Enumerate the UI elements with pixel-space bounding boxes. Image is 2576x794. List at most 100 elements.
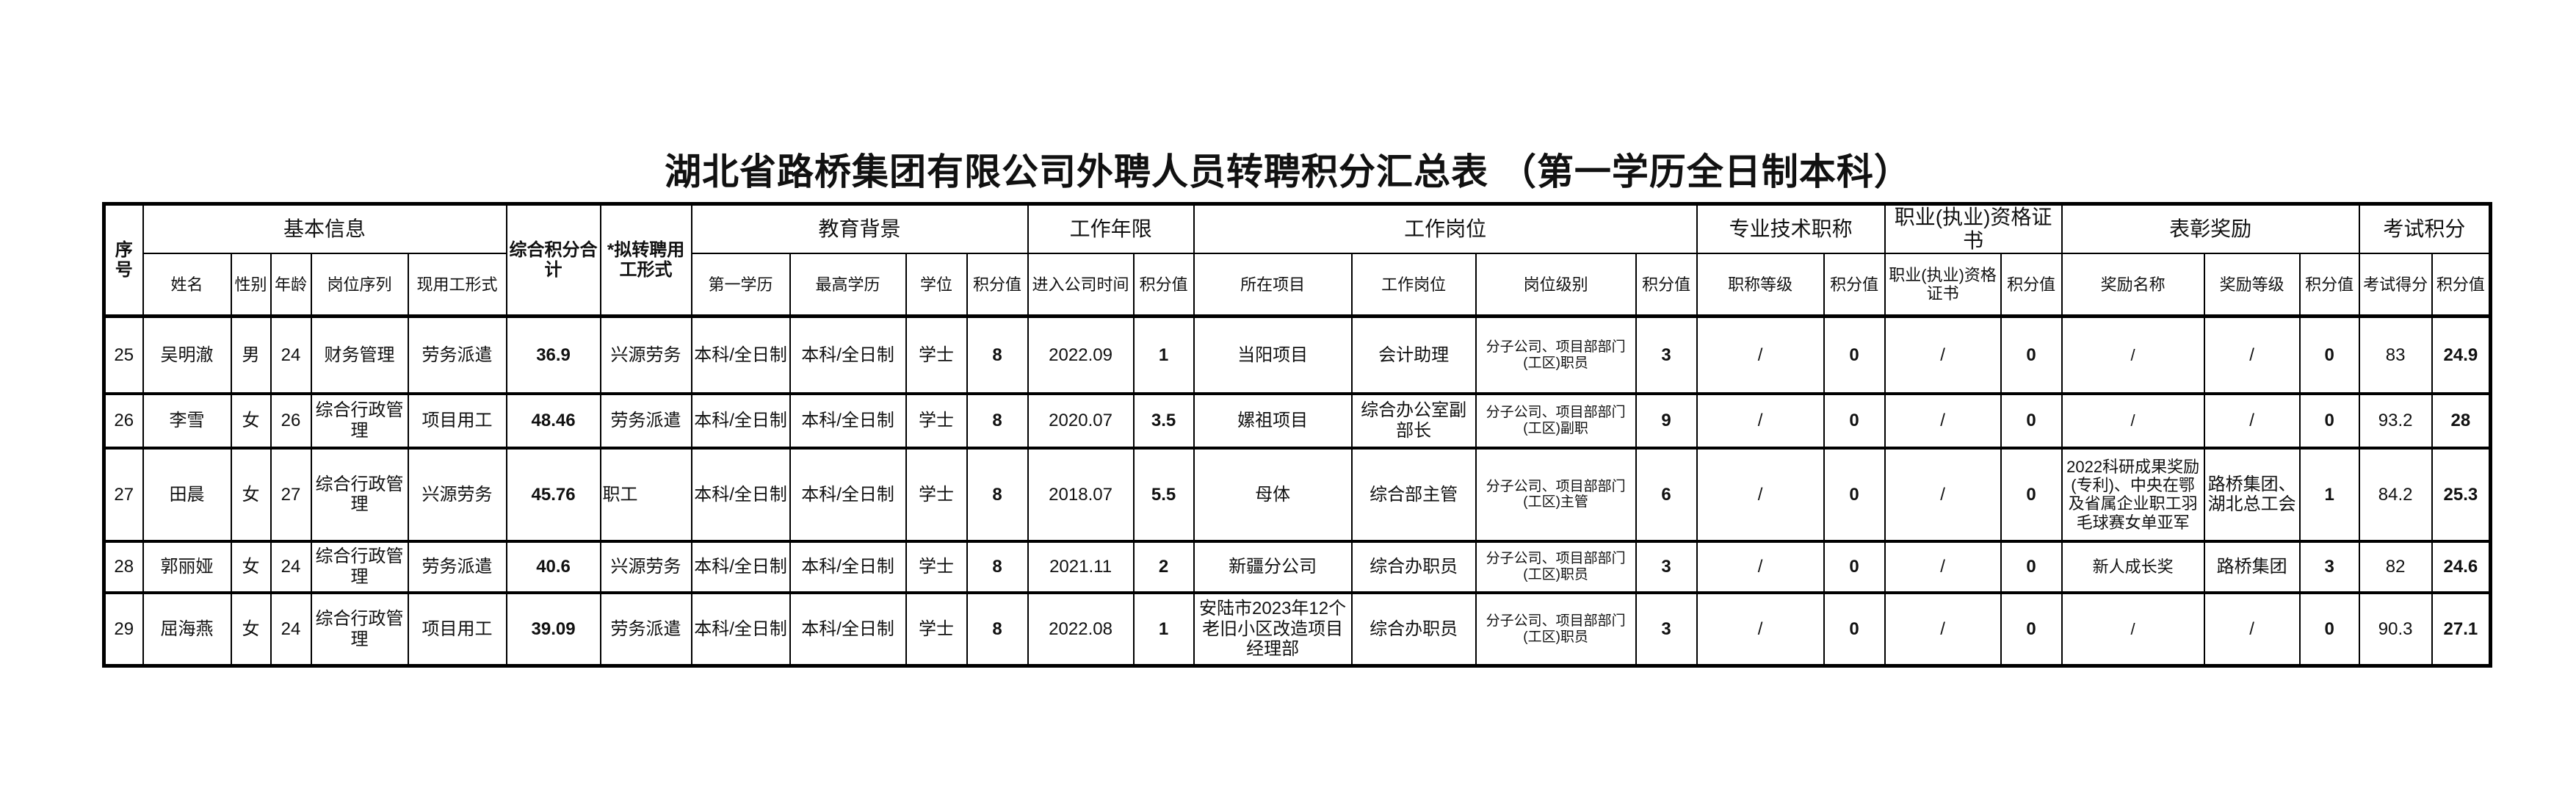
- table-cell: 24: [269, 540, 312, 593]
- table-cell: /: [1696, 591, 1825, 667]
- table-cell: 90.3: [2358, 591, 2433, 667]
- table-cell: /: [1884, 392, 2002, 449]
- table-cell: 8: [966, 540, 1029, 593]
- table-cell: 0: [1823, 447, 1886, 542]
- table-cell: 兴源劳务: [407, 447, 507, 542]
- column-header: 岗位序列: [310, 253, 409, 317]
- column-header: 性别: [230, 253, 272, 317]
- table-cell: 29: [103, 591, 144, 667]
- table-cell: 职工: [599, 447, 692, 542]
- column-header: 奖励等级: [2203, 253, 2301, 317]
- table-row: 28 郭丽娅女 24 综合行政管理 劳务派遣 40.6 兴源劳务 本科/全日制 本科/全日制 学士…: [103, 540, 2492, 593]
- table-cell: 36.9: [505, 315, 601, 394]
- table-cell: 男: [230, 315, 272, 394]
- table-cell: 本科/全日制: [789, 540, 907, 593]
- table-cell: 0: [2000, 447, 2063, 542]
- column-header: 姓名: [142, 253, 232, 317]
- column-header: 积分值: [966, 253, 1029, 317]
- table-cell: 安陆市2023年12个老旧小区改造项目经理部: [1193, 591, 1353, 667]
- table-cell: 3: [2298, 540, 2360, 593]
- table-cell: 93.2: [2358, 392, 2433, 449]
- table-cell: 本科/全日制: [789, 447, 907, 542]
- table-cell: 0: [2000, 591, 2063, 667]
- table-cell: 学士: [905, 447, 968, 542]
- table-cell: /: [1696, 315, 1825, 394]
- table-row: 27 田晨女 27 综合行政管理 兴源劳务 45.76 职工 本科/全日制 本科/全日制 学士 8 2…: [103, 447, 2492, 542]
- table-cell: 女: [230, 447, 272, 542]
- table-cell: 26: [103, 392, 144, 449]
- table-cell: 8: [966, 315, 1029, 394]
- table-cell: /: [1884, 540, 2002, 593]
- table-cell: 1: [1132, 591, 1195, 667]
- table-cell: 2: [1132, 540, 1195, 593]
- table-cell: /: [2061, 315, 2205, 394]
- table-cell: 2022.09: [1027, 315, 1135, 394]
- column-header: 最高学历: [789, 253, 907, 317]
- table-cell: 分子公司、项目部部门(工区)职员: [1475, 540, 1637, 593]
- table-cell: 48.46: [505, 392, 601, 449]
- header-group: 工作年限: [1027, 203, 1195, 255]
- table-cell: 9: [1635, 392, 1698, 449]
- column-header: 积分值: [2000, 253, 2063, 317]
- table-cell: 本科/全日制: [690, 591, 791, 667]
- table-cell: 2022科研成果奖励(专利)、中央在鄂及省属企业职工羽毛球赛女单亚军: [2061, 447, 2205, 542]
- header-group: 序号: [103, 203, 144, 317]
- table-cell: 27: [103, 447, 144, 542]
- page-title: 湖北省路桥集团有限公司外聘人员转聘积分汇总表 （第一学历全日制本科）: [665, 151, 1911, 192]
- table-cell: /: [1884, 315, 2002, 394]
- header-group: 专业技术职称: [1696, 203, 1886, 255]
- table-cell: 8: [966, 591, 1029, 667]
- header-group: *拟转聘用工形式: [599, 203, 692, 317]
- column-header: 积分值: [2431, 253, 2492, 317]
- table-cell: /: [1884, 591, 2002, 667]
- table-cell: 2018.07: [1027, 447, 1135, 542]
- table-cell: 项目用工: [407, 591, 507, 667]
- table-cell: /: [1696, 540, 1825, 593]
- table-cell: 女: [230, 540, 272, 593]
- column-header: 奖励名称: [2061, 253, 2205, 317]
- table-cell: 会计助理: [1350, 315, 1477, 394]
- table-cell: 吴明澈: [142, 315, 232, 394]
- table-cell: 0: [1823, 315, 1886, 394]
- table-cell: 分子公司、项目部部门(工区)副职: [1475, 392, 1637, 449]
- table-cell: 路桥集团: [2203, 540, 2301, 593]
- table-cell: 0: [2298, 591, 2360, 667]
- table-cell: 本科/全日制: [690, 540, 791, 593]
- header-group: 基本信息: [142, 203, 507, 255]
- table-cell: 39.09: [505, 591, 601, 667]
- table-cell: 郭丽娅: [142, 540, 232, 593]
- table-cell: 劳务派遣: [407, 540, 507, 593]
- table-cell: 新疆分公司: [1193, 540, 1353, 593]
- column-header: 学位: [905, 253, 968, 317]
- table-cell: 综合部主管: [1350, 447, 1477, 542]
- column-header: 积分值: [1132, 253, 1195, 317]
- table-cell: 45.76: [505, 447, 601, 542]
- header-group: 工作岗位: [1193, 203, 1698, 255]
- table-cell: 28: [2431, 392, 2492, 449]
- table-cell: 本科/全日制: [789, 392, 907, 449]
- column-header: 所在项目: [1193, 253, 1353, 317]
- table-cell: 本科/全日制: [690, 315, 791, 394]
- table-cell: 项目用工: [407, 392, 507, 449]
- table-cell: 分子公司、项目部部门(工区)职员: [1475, 315, 1637, 394]
- table-cell: 24: [269, 591, 312, 667]
- table-cell: 综合办职员: [1350, 591, 1477, 667]
- header-group: 综合积分合计: [505, 203, 601, 317]
- column-header: 积分值: [2298, 253, 2360, 317]
- table-cell: 分子公司、项目部部门(工区)职员: [1475, 591, 1637, 667]
- table-cell: 综合行政管理: [310, 591, 409, 667]
- table-cell: 嫘祖项目: [1193, 392, 1353, 449]
- table-cell: 25.3: [2431, 447, 2492, 542]
- table-cell: /: [2203, 392, 2301, 449]
- table-cell: 27: [269, 447, 312, 542]
- table-cell: 8: [966, 447, 1029, 542]
- column-header: 积分值: [1635, 253, 1698, 317]
- table-cell: 3.5: [1132, 392, 1195, 449]
- table-cell: 女: [230, 392, 272, 449]
- table-cell: 本科/全日制: [789, 591, 907, 667]
- table-cell: 学士: [905, 392, 968, 449]
- table-cell: 新人成长奖: [2061, 540, 2205, 593]
- table-row: 25 吴明澈男 24 财务管理 劳务派遣 36.9 兴源劳务 本科/全日制 本科/全日制 学士 8 2…: [103, 315, 2492, 394]
- table-cell: 综合行政管理: [310, 540, 409, 593]
- column-header: 积分值: [1823, 253, 1886, 317]
